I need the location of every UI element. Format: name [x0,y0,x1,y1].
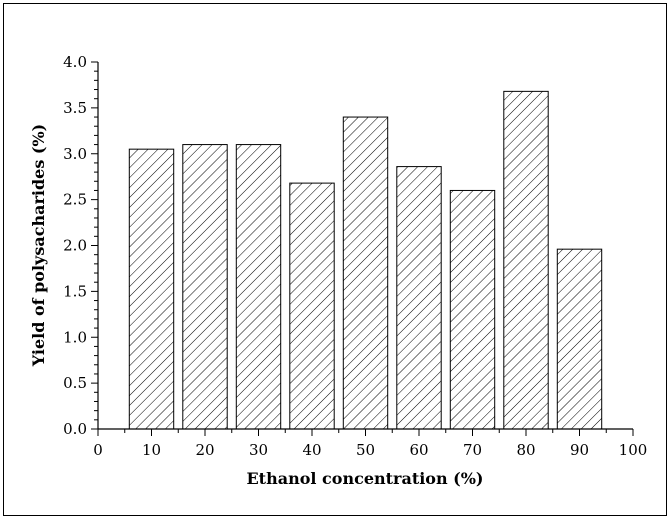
bar-50 [342,116,389,430]
x-tick-label: 30 [249,441,268,459]
bar-30 [235,144,282,430]
bars-layer [128,90,603,430]
x-tick-label: 40 [302,441,321,459]
y-tick-label: 0.5 [63,374,87,392]
y-tick-label: 4.0 [63,53,87,71]
bar-10 [128,148,175,430]
bar-90 [556,248,603,430]
x-tick-label: 20 [195,441,214,459]
x-tick-label: 50 [356,441,375,459]
y-tick-label: 2.0 [63,237,87,255]
y-tick-label: 1.0 [63,328,87,346]
x-tick-label: 100 [619,441,648,459]
x-tick-label: 60 [409,441,428,459]
x-tick-label: 90 [570,441,589,459]
bar-40 [289,182,335,430]
y-tick-label: 3.5 [63,99,87,117]
x-tick-label: 80 [516,441,535,459]
y-axis-label: Yield of polysacharides (%) [29,124,48,368]
y-tick-label: 3.0 [63,145,87,163]
x-axis-label: Ethanol concentration (%) [246,469,483,488]
ticks-layer: 0 10 20 30 40 50 60 70 80 90 100 0.0 0.5 1.0 1.5 2.0 2.5… [63,53,647,459]
y-tick-label: 0.0 [63,420,87,438]
x-tick-label: 0 [93,441,103,459]
bar-60 [396,166,442,430]
bar-70 [449,189,496,430]
bar-80 [503,90,549,430]
figure-frame [3,3,667,516]
x-tick-label: 70 [463,441,482,459]
y-tick-label: 2.5 [63,191,87,209]
y-tick-label: 1.5 [63,282,87,300]
bar-20 [182,144,228,430]
x-tick-label: 10 [142,441,161,459]
